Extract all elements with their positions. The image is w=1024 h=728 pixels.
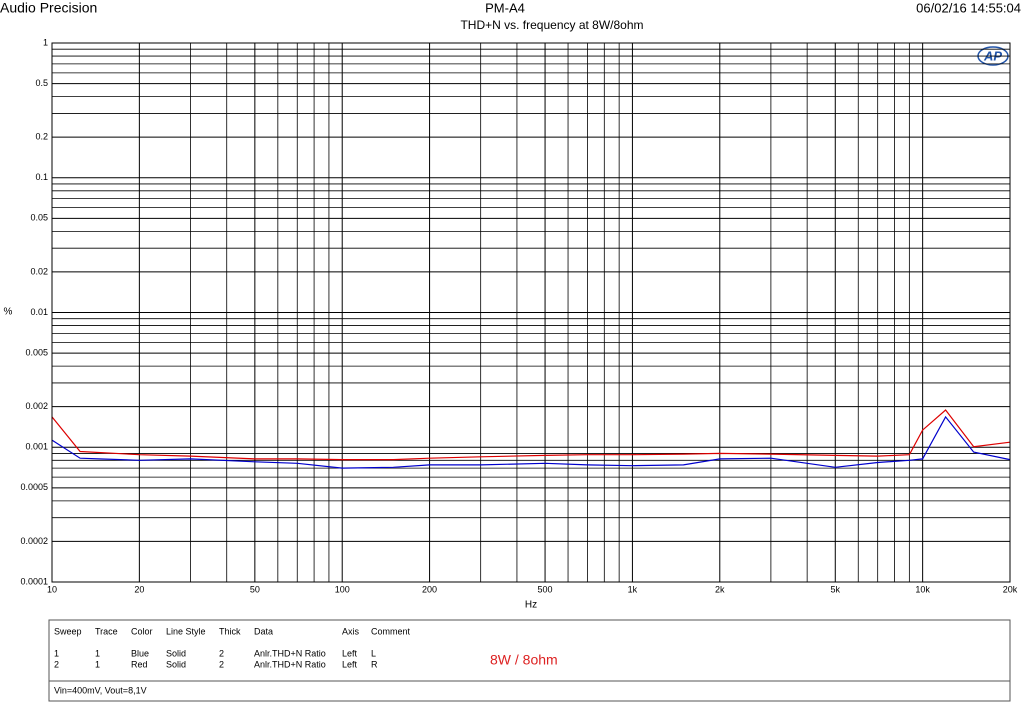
table-cell: 2 xyxy=(219,659,224,669)
x-tick-label: 100 xyxy=(335,584,350,594)
table-header: Data xyxy=(254,626,273,636)
subtitle: THD+N vs. frequency at 8W/8ohm xyxy=(460,18,643,32)
timestamp: 06/02/16 14:55:04 xyxy=(916,0,1021,15)
y-tick-label: 0.0005 xyxy=(20,482,48,492)
footnote: Vin=400mV, Vout=8,1V xyxy=(54,685,147,695)
table-cell: 2 xyxy=(219,648,224,658)
y-tick-label: 0.001 xyxy=(25,442,48,452)
table-header: Color xyxy=(131,626,153,636)
series xyxy=(51,409,1011,469)
y-tick-label: 0.01 xyxy=(30,307,48,317)
y-tick-label: 0.05 xyxy=(30,213,48,223)
table-cell: Anlr.THD+N Ratio xyxy=(254,648,326,658)
table-cell: Solid xyxy=(166,648,186,658)
table-cell: 1 xyxy=(54,648,59,658)
y-tick-label: 0.002 xyxy=(25,401,48,411)
plot-frame xyxy=(51,42,1011,583)
table-cell: 1 xyxy=(95,648,100,658)
table-cell: 2 xyxy=(54,659,59,669)
legend-table: Sweep Trace Color Line Style Thick Data Axis Co… xyxy=(48,619,1011,702)
y-tick-label: 0.02 xyxy=(30,266,48,276)
table-cell: R xyxy=(371,659,378,669)
x-tick-label: 5k xyxy=(831,584,841,594)
table-cell: Red xyxy=(131,659,148,669)
y-tick-label: 0.1 xyxy=(35,172,48,182)
y-tick-label: 0.005 xyxy=(25,347,48,357)
series-line xyxy=(51,415,1011,469)
table-header: Line Style xyxy=(166,626,206,636)
x-tick-label: 2k xyxy=(715,584,725,594)
table-cell: Solid xyxy=(166,659,186,669)
grid xyxy=(51,42,1011,583)
y-tick-label: 1 xyxy=(43,37,48,47)
x-axis-label: Hz xyxy=(525,600,537,611)
table-header: Sweep xyxy=(54,626,82,636)
footnote-box xyxy=(48,680,1011,702)
y-axis-label: % xyxy=(4,307,13,318)
x-tick-label: 50 xyxy=(250,584,260,594)
table-cell: L xyxy=(371,648,376,658)
brand: Audio Precision xyxy=(0,0,97,16)
table-header: Axis xyxy=(342,626,360,636)
table-cell: 1 xyxy=(95,659,100,669)
table-cell: Left xyxy=(342,648,358,658)
table-cell: Left xyxy=(342,659,358,669)
series-line xyxy=(51,409,1011,461)
y-tick-label: 0.0001 xyxy=(20,576,48,586)
x-tick-label: 10k xyxy=(915,584,930,594)
chart-title: PM-A4 xyxy=(485,0,525,15)
x-tick-label: 1k xyxy=(628,584,638,594)
x-tick-label: 20k xyxy=(1003,584,1018,594)
table-header: Trace xyxy=(95,626,118,636)
table-cell: Blue xyxy=(131,648,149,658)
y-tick-label: 0.2 xyxy=(35,132,48,142)
table-header: Thick xyxy=(219,626,241,636)
x-tick-label: 20 xyxy=(134,584,144,594)
x-tick-label: 500 xyxy=(538,584,553,594)
y-tick-label: 0.5 xyxy=(35,78,48,88)
y-tick-label: 0.0002 xyxy=(20,536,48,546)
table-header: Comment xyxy=(371,626,411,636)
x-tick-label: 10 xyxy=(47,584,57,594)
annotation: 8W / 8ohm xyxy=(490,652,558,668)
table-cell: Anlr.THD+N Ratio xyxy=(254,659,326,669)
x-tick-label: 200 xyxy=(422,584,437,594)
